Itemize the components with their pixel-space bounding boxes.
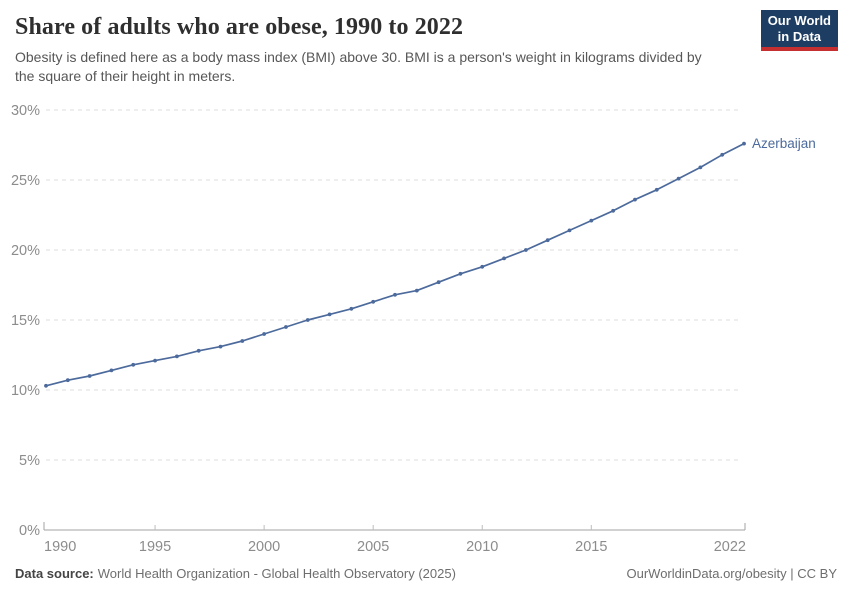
data-point — [371, 299, 376, 304]
data-point — [44, 383, 48, 388]
line-chart: 0% 5% 10% 15% 20% 25% 30% 1990 1995 2000 2005 2010 2… — [11, 103, 816, 555]
chart-footer: Data source: World Health Organization - … — [15, 566, 837, 581]
data-point — [458, 271, 463, 276]
data-point — [611, 208, 616, 213]
data-point — [414, 288, 419, 293]
x-tick-label: 2015 — [575, 539, 607, 555]
data-source-label: Data source: — [15, 566, 94, 581]
data-point — [284, 325, 288, 329]
x-tick-label: 1990 — [44, 539, 76, 555]
data-point — [589, 218, 594, 223]
data-point — [131, 362, 136, 367]
chart-subtitle-line2: the square of their height in meters. — [15, 68, 236, 84]
y-tick-label: 25% — [11, 173, 40, 189]
data-point — [327, 312, 332, 317]
data-source-text: World Health Organization - Global Healt… — [97, 566, 456, 581]
data-point — [262, 332, 267, 336]
data-point — [545, 238, 550, 243]
data-point — [153, 358, 157, 363]
x-tick-label: 2022 — [714, 539, 746, 555]
page-title: Share of adults who are obese, 1990 to 2… — [15, 14, 464, 40]
data-point — [676, 176, 681, 181]
data-point — [109, 368, 114, 373]
data-point — [654, 187, 659, 192]
data-point — [65, 378, 70, 383]
owid-logo-line2: in Data — [777, 29, 822, 44]
y-tick-label: 20% — [11, 243, 40, 259]
x-tick-label: 1995 — [139, 539, 171, 555]
y-tick-label: 0% — [19, 523, 40, 539]
data-point — [305, 318, 310, 322]
data-point — [480, 264, 485, 269]
x-tick-label: 2005 — [357, 539, 389, 555]
chart-header: Share of adults who are obese, 1990 to 2… — [0, 0, 850, 86]
y-tick-label: 10% — [11, 383, 40, 399]
x-tick-label: 2010 — [466, 539, 498, 555]
data-point — [523, 248, 528, 252]
data-point — [218, 344, 223, 349]
data-point — [436, 280, 441, 285]
y-tick-label: 5% — [19, 453, 40, 469]
owid-logo: Our World in Data — [760, 10, 838, 51]
entity-label: Azerbaijan — [752, 136, 816, 151]
data-source: Data source: World Health Organization - … — [15, 566, 456, 581]
x-tick-label: 2000 — [248, 539, 280, 555]
chart-subtitle-line1: Obesity is defined here as a body mass i… — [15, 49, 702, 65]
footer-link[interactable]: OurWorldinData.org/obesity | CC BY — [626, 566, 838, 581]
data-point — [174, 354, 179, 359]
data-point — [633, 197, 637, 202]
data-point — [393, 292, 397, 297]
data-point — [720, 152, 725, 157]
data-point — [698, 165, 703, 170]
data-point — [567, 228, 572, 233]
y-tick-label: 15% — [11, 313, 40, 329]
owid-logo-line1: Our World — [767, 13, 831, 28]
chart-subtitle: Obesity is defined here as a body mass i… — [15, 48, 775, 86]
data-point — [87, 374, 92, 378]
data-point — [196, 348, 201, 353]
data-point — [742, 141, 746, 146]
data-point — [502, 256, 506, 261]
y-tick-label: 30% — [11, 103, 40, 119]
data-point — [240, 339, 245, 343]
data-point — [349, 306, 354, 311]
